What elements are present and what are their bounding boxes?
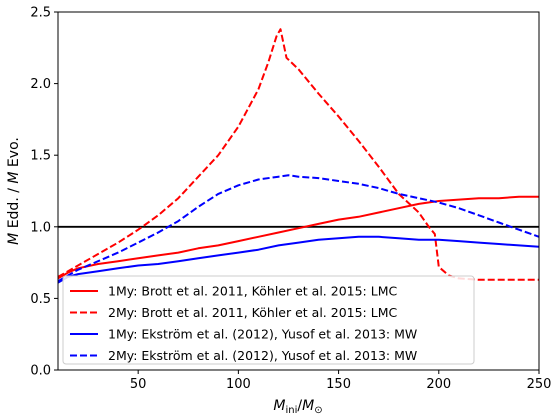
legend-label-2: 2My: Brott et al. 2011, Köhler et al. 20… xyxy=(108,305,397,320)
series-line-3 xyxy=(57,235,540,284)
y-tick-layer: 0.0 0.5 1.0 1.5 2.0 2.5 xyxy=(30,6,58,379)
legend-label-4: 2My: Ekström et al. (2012), Yusof et al.… xyxy=(108,348,417,363)
y-axis-label: M Edd. / M Evo. xyxy=(6,137,22,245)
series-line-1 xyxy=(57,195,539,280)
legend-label-3: 1My: Ekström et al. (2012), Yusof et al.… xyxy=(108,327,417,342)
legend-label-1: 1My: Brott et al. 2011, Köhler et al. 20… xyxy=(108,284,397,299)
x-tick-label: 200 xyxy=(426,377,451,392)
y-tick-label: 1.0 xyxy=(30,220,51,235)
x-tick-label: 100 xyxy=(226,377,251,392)
x-tick-label: 150 xyxy=(326,377,351,392)
y-tick-label: 1.5 xyxy=(30,149,51,164)
y-tick-label: 0.0 xyxy=(30,364,51,379)
x-tick-label: 250 xyxy=(527,377,552,392)
plot-frame xyxy=(57,11,540,371)
series-line-4 xyxy=(57,174,540,283)
legend: 1My: Brott et al. 2011, Köhler et al. 20… xyxy=(62,275,475,365)
y-tick-label: 2.0 xyxy=(30,77,51,92)
y-tick-label: 2.5 xyxy=(30,6,51,21)
legend-box xyxy=(62,275,475,365)
x-tick-label: 50 xyxy=(130,377,147,392)
x-axis-label: Mini/M⊙ xyxy=(273,398,322,416)
x-tick-layer: 50 100 150 200 250 xyxy=(130,370,552,392)
y-tick-label: 0.5 xyxy=(30,292,51,307)
